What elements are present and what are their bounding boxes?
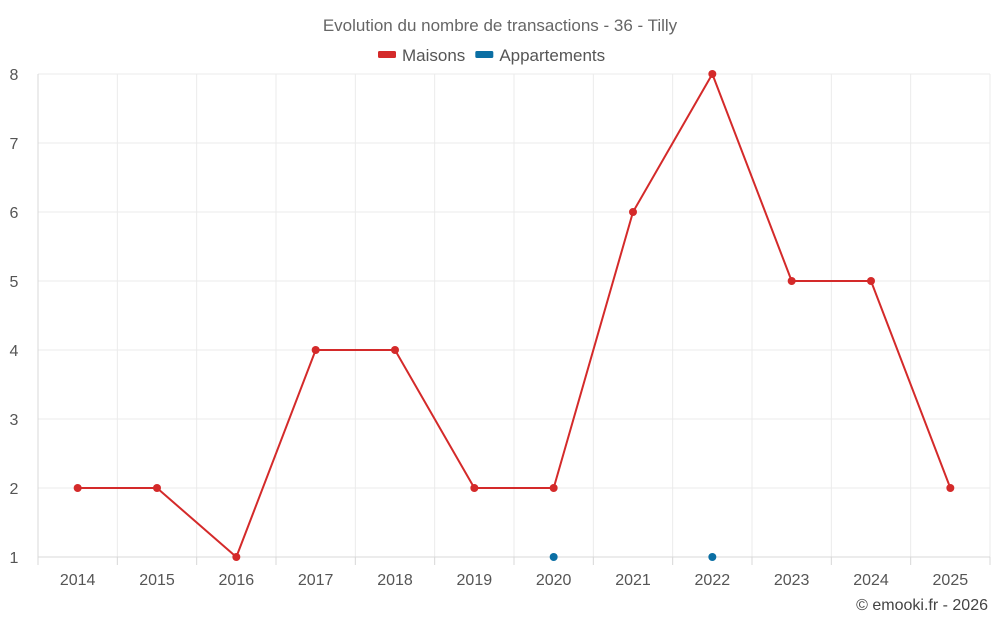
x-tick-label: 2017 (298, 572, 334, 589)
x-axis: 2014 2015 2016 2017 2018 2019 2020 2021 2022 2023… (37, 74, 991, 589)
data-point-maisons (787, 277, 796, 285)
legend-swatch (378, 51, 396, 58)
y-tick-label: 2 (10, 481, 19, 498)
y-axis: 1 2 3 4 5 6 7 8 (10, 67, 19, 567)
x-tick-label: 2025 (933, 572, 969, 589)
y-tick-label: 6 (10, 205, 19, 222)
legend: Maisons Appartements (378, 46, 605, 65)
y-tick-label: 3 (10, 412, 19, 429)
legend-label: Maisons (402, 46, 465, 65)
x-tick-label: 2022 (695, 572, 731, 589)
data-point-maisons (629, 208, 637, 216)
data-point-maisons (232, 553, 241, 561)
data-point-maisons (391, 346, 399, 354)
x-tick-label: 2018 (377, 572, 413, 589)
legend-swatch (475, 51, 494, 58)
y-tick-label: 5 (10, 274, 19, 291)
x-tick-label: 2015 (139, 572, 175, 589)
data-point-maisons (549, 484, 558, 492)
data-point-maisons (946, 484, 955, 492)
data-point-maisons (470, 484, 479, 492)
data-point-maisons (311, 346, 320, 354)
data-point-maisons (708, 70, 717, 78)
x-tick-label: 2021 (615, 572, 651, 589)
data-point-maisons (867, 277, 875, 285)
y-tick-label: 8 (10, 67, 19, 84)
grid (37, 73, 991, 557)
y-tick-label: 4 (10, 343, 19, 360)
data-point-maisons (73, 484, 82, 492)
series-line-maisons (77, 73, 952, 558)
legend-label: Appartements (499, 46, 605, 65)
plot-area (73, 70, 955, 561)
chart-title: Evolution du nombre de transactions - 36… (323, 16, 678, 35)
credit-text: © emooki.fr - 2026 (856, 597, 988, 614)
x-tick-label: 2024 (853, 572, 889, 589)
y-tick-label: 7 (10, 136, 19, 153)
x-tick-label: 2020 (536, 572, 572, 589)
x-tick-label: 2023 (774, 572, 810, 589)
data-point-appartements (708, 553, 717, 561)
x-tick-label: 2019 (457, 572, 493, 589)
data-point-appartements (549, 553, 558, 561)
x-tick-label: 2016 (219, 572, 255, 589)
y-tick-label: 1 (10, 550, 19, 567)
x-tick-label: 2014 (60, 572, 96, 589)
data-point-maisons (153, 484, 161, 492)
